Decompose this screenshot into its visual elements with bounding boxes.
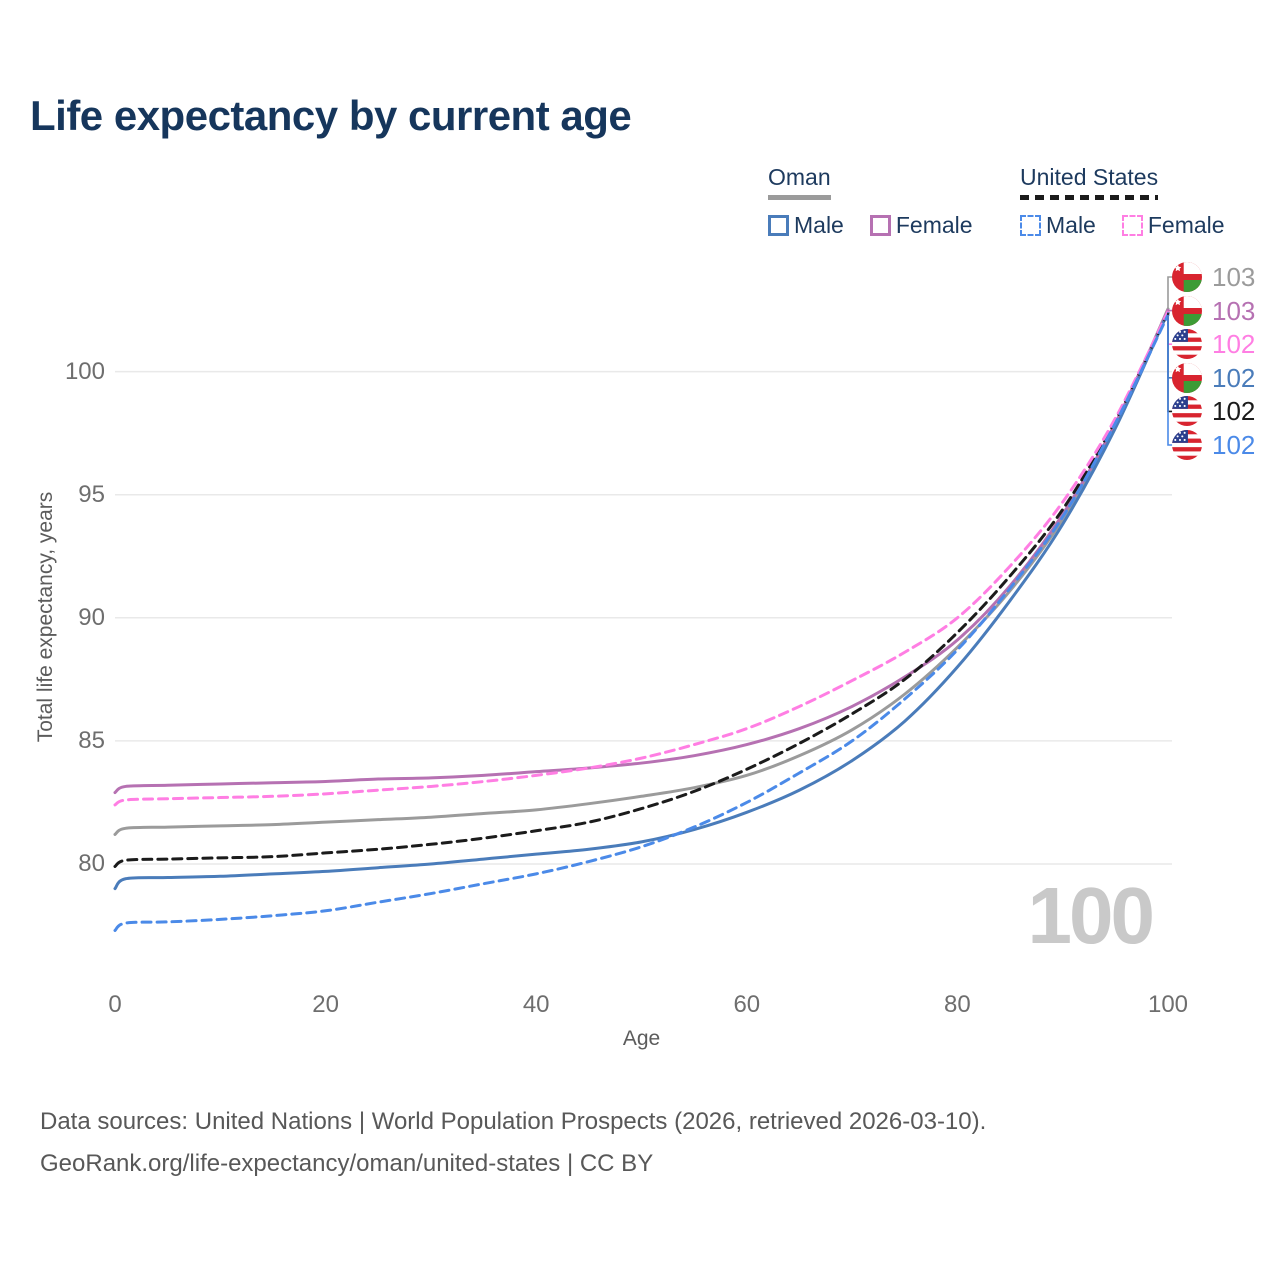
series-line-us-male[interactable] bbox=[113, 313, 1170, 932]
end-flag-us-male bbox=[1172, 430, 1202, 460]
x-tick-label-80: 80 bbox=[944, 991, 971, 1018]
hover-age-watermark: 100 bbox=[1027, 871, 1155, 960]
end-value-us-male: 102 bbox=[1212, 430, 1256, 460]
oman-male-swatch-icon bbox=[768, 215, 789, 236]
series-line-oman-both[interactable] bbox=[113, 307, 1170, 836]
us-flag-icon bbox=[1172, 329, 1202, 360]
legend-group-us-header: United States bbox=[1020, 164, 1159, 200]
end-value-oman-female: 103 bbox=[1212, 295, 1256, 326]
legend-item-us-male-label: Male bbox=[1046, 212, 1096, 238]
end-value-us-female: 102 bbox=[1212, 329, 1256, 360]
us-male-swatch-icon bbox=[1020, 215, 1041, 236]
oman-flag-icon bbox=[1172, 262, 1202, 292]
end-flag-oman-male bbox=[1172, 362, 1202, 393]
series-line-oman-male[interactable] bbox=[113, 310, 1170, 891]
y-tick-label-80: 80 bbox=[78, 850, 105, 877]
legend-item-oman-female-label: Female bbox=[895, 212, 973, 238]
end-value-oman-male: 102 bbox=[1212, 362, 1256, 393]
legend-item-oman-female[interactable]: Female bbox=[869, 212, 973, 239]
series-line-oman-female[interactable] bbox=[113, 308, 1170, 795]
oman-flag-icon bbox=[1172, 362, 1202, 393]
oman-female-swatch-icon bbox=[869, 215, 891, 236]
legend-item-us-male[interactable]: Male bbox=[1020, 212, 1096, 239]
legend-group-oman-label: Oman bbox=[768, 164, 831, 190]
legend-item-oman-male-label: Male bbox=[794, 212, 844, 238]
us-female-swatch-icon bbox=[1121, 215, 1143, 236]
legend-group-oman: Oman Male Female bbox=[768, 164, 973, 239]
x-tick-label-20: 20 bbox=[312, 991, 339, 1018]
y-tick-label-90: 90 bbox=[78, 603, 105, 631]
us-flag-icon bbox=[1172, 430, 1202, 460]
footer-attribution: GeoRank.org/life-expectancy/oman/united-… bbox=[40, 1150, 654, 1177]
y-tick-label-95: 95 bbox=[78, 480, 105, 508]
oman-flag-icon bbox=[1172, 295, 1202, 326]
end-value-oman-both: 103 bbox=[1212, 262, 1256, 292]
footer-data-sources: Data sources: United Nations | World Pop… bbox=[40, 1108, 987, 1135]
end-flag-us-both bbox=[1172, 396, 1202, 427]
end-flag-oman-female bbox=[1172, 295, 1202, 326]
x-tick-label-60: 60 bbox=[733, 991, 761, 1018]
y-tick-label-85: 85 bbox=[78, 726, 105, 754]
us-flag-icon bbox=[1172, 396, 1202, 427]
legend-oman-line-sample bbox=[768, 195, 831, 200]
legend-group-oman-header: Oman bbox=[768, 164, 831, 200]
series-line-us-both[interactable] bbox=[113, 311, 1170, 868]
series-line-us-female[interactable] bbox=[113, 310, 1170, 807]
page-title: Life expectancy by current age bbox=[30, 92, 632, 139]
end-value-us-both: 102 bbox=[1212, 396, 1256, 427]
end-flag-oman-both bbox=[1172, 262, 1202, 292]
y-tick-label-100: 100 bbox=[64, 357, 105, 385]
legend-us-line-sample bbox=[1020, 195, 1159, 200]
legend-item-oman-male[interactable]: Male bbox=[768, 212, 844, 239]
end-flag-us-female bbox=[1172, 329, 1202, 360]
x-axis-title: Age bbox=[622, 1027, 661, 1050]
x-tick-label-0: 0 bbox=[108, 991, 122, 1018]
x-tick-label-40: 40 bbox=[522, 991, 550, 1018]
legend-item-us-female-label: Female bbox=[1147, 212, 1225, 238]
legend-group-united-states: United States Male Female bbox=[1020, 164, 1225, 239]
x-tick-label-100: 100 bbox=[1147, 991, 1189, 1018]
legend-item-us-female[interactable]: Female bbox=[1121, 212, 1225, 239]
legend-group-us-label: United States bbox=[1020, 164, 1159, 190]
